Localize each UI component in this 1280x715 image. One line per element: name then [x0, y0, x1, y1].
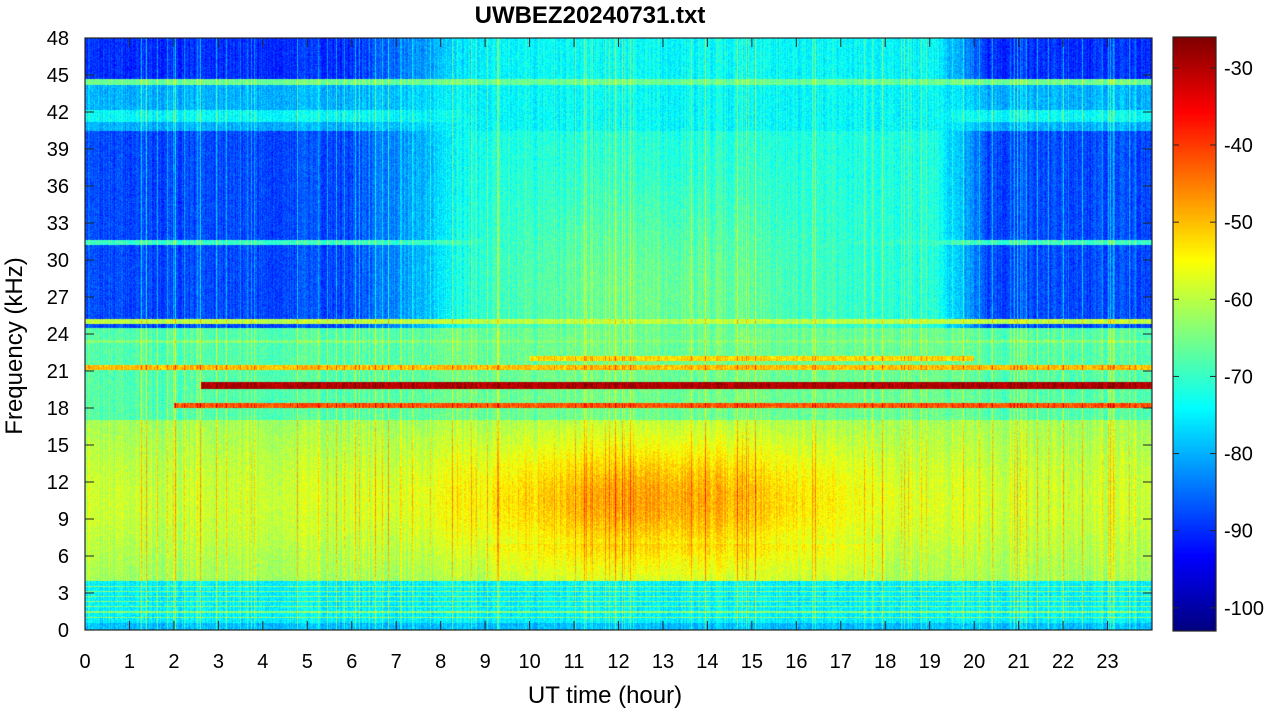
spectrogram-canvas [85, 38, 1152, 630]
x-tick-label: 18 [874, 651, 896, 673]
x-tick-label: 23 [1096, 651, 1118, 673]
colorbar-canvas [1173, 37, 1216, 631]
colorbar-tick-label: -100 [1224, 598, 1264, 620]
y-tick-label: 3 [58, 583, 69, 605]
colorbar-tick-label: -50 [1224, 212, 1253, 234]
x-tick-label: 16 [785, 651, 807, 673]
colorbar-tick-label: -30 [1224, 58, 1253, 80]
x-axis-label: UT time (hour) [528, 682, 682, 709]
colorbar-tick-label: -90 [1224, 521, 1253, 543]
y-tick-label: 12 [47, 472, 69, 494]
x-tick-label: 8 [435, 651, 446, 673]
y-tick-label: 21 [47, 361, 69, 383]
colorbar-tick-label: -60 [1224, 289, 1253, 311]
y-tick-label: 33 [47, 213, 69, 235]
x-tick-label: 12 [607, 651, 629, 673]
y-tick-label: 27 [47, 287, 69, 309]
x-tick-label: 0 [79, 651, 90, 673]
colorbar-tick-label: -40 [1224, 135, 1253, 157]
x-tick-label: 14 [696, 651, 718, 673]
x-tick-label: 13 [652, 651, 674, 673]
y-tick-label: 6 [58, 546, 69, 568]
y-tick-label: 30 [47, 250, 69, 272]
y-tick-label: 45 [47, 65, 69, 87]
spectrogram-area [85, 38, 1152, 630]
colorbar-tick-label: -80 [1224, 444, 1253, 466]
x-tick-label: 15 [741, 651, 763, 673]
y-tick-label: 15 [47, 435, 69, 457]
chart-title: UWBEZ20240731.txt [475, 2, 706, 29]
y-axis-label: Frequency (kHz) [1, 257, 28, 434]
x-axis-ticks: 0 1 2 3 4 5 6 7 8 9 10 11 12 13 14 15 16 17 18 19 20 21 22 23 [79, 38, 1119, 673]
y-tick-label: 18 [47, 398, 69, 420]
y-tick-label: 42 [47, 102, 69, 124]
colorbar-ticks: -100 -90 -80 -70 -60 -50 -40 -30 [1173, 58, 1264, 620]
x-tick-label: 17 [830, 651, 852, 673]
y-tick-label: 24 [47, 324, 69, 346]
y-tick-label: 36 [47, 176, 69, 198]
colorbar-tick-label: -70 [1224, 366, 1253, 388]
colorbar-frame [1172, 36, 1217, 632]
x-tick-label: 11 [564, 651, 585, 673]
y-tick-label: 48 [47, 28, 69, 50]
colorbar [1173, 37, 1216, 631]
y-tick-label: 39 [47, 139, 69, 161]
x-tick-label: 4 [257, 651, 268, 673]
x-tick-label: 5 [302, 651, 313, 673]
x-tick-label: 3 [213, 651, 224, 673]
y-tick-label: 9 [58, 509, 69, 531]
x-tick-label: 2 [168, 651, 179, 673]
x-tick-label: 6 [346, 651, 357, 673]
x-tick-label: 20 [963, 651, 985, 673]
x-tick-label: 9 [480, 651, 491, 673]
x-tick-label: 19 [919, 651, 941, 673]
y-tick-label: 0 [58, 620, 69, 642]
x-tick-label: 22 [1052, 651, 1074, 673]
x-tick-label: 10 [518, 651, 540, 673]
x-tick-label: 21 [1008, 651, 1030, 673]
x-tick-label: 1 [124, 651, 135, 673]
x-tick-label: 7 [391, 651, 402, 673]
